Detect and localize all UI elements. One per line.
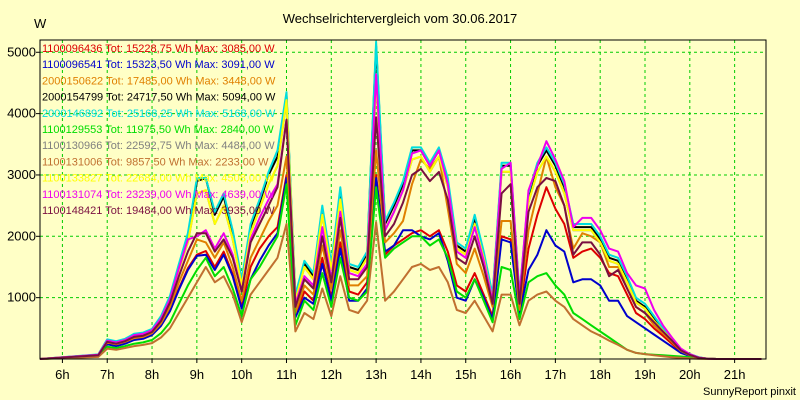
x-tick-label: 9h — [190, 367, 204, 382]
x-tick-label: 19h — [634, 367, 656, 382]
legend-entry-11: 1100148421 Tot: 19484,00 Wh Max: 3935,00… — [42, 205, 275, 217]
y-tick-label: 1000 — [7, 290, 36, 305]
x-tick-label: 13h — [365, 367, 387, 382]
series-line-1 — [39, 174, 762, 360]
series-line-11 — [39, 116, 762, 360]
chart-title: Wechselrichtervergleich vom 30.06.2017 — [282, 11, 518, 26]
x-tick-label: 18h — [589, 367, 611, 382]
legend-entry-3: 2000150622 Tot: 17485,00 Wh Max: 3448,00… — [42, 75, 276, 87]
y-tick-label: 4000 — [7, 106, 36, 121]
series-line-5 — [39, 40, 762, 360]
legend-entry-6: 1100129553 Tot: 11975,50 Wh Max: 2840,00… — [42, 124, 274, 136]
x-tick-label: 17h — [545, 367, 567, 382]
x-tick-label: 12h — [320, 367, 342, 382]
x-tick-label: 7h — [100, 367, 114, 382]
x-tick-label: 14h — [410, 367, 432, 382]
legend-entry-7: 1100130966 Tot: 22592,75 Wh Max: 4484,00… — [42, 140, 275, 152]
series-line-8 — [39, 221, 762, 360]
legend-entry-2: 1100096541 Tot: 15323,50 Wh Max: 3091,00… — [42, 59, 275, 71]
legend-entry-8: 1100131006 Tot: 9857,50 Wh Max: 2233,00 … — [42, 156, 269, 168]
legend-entry-5: 2000146892 Tot: 25168,25 Wh Max: 5168,00… — [42, 108, 276, 120]
legend-entry-10: 1100131074 Tot: 23239,00 Wh Max: 4639,00… — [42, 189, 275, 201]
series-line-9 — [39, 81, 762, 360]
x-tick-label: 16h — [500, 367, 522, 382]
plot-frame — [39, 39, 767, 360]
legend-entry-9: 1100133827 Tot: 22684,00 Wh Max: 4508,00… — [42, 173, 275, 185]
y-tick-label: 3000 — [7, 167, 36, 182]
y-tick-label: 5000 — [7, 44, 36, 59]
legend-entry-1: 1100096436 Tot: 15228,75 Wh Max: 3085,00… — [42, 43, 275, 55]
y-tick-label: 2000 — [7, 228, 36, 243]
x-tick-label: 11h — [276, 367, 297, 382]
x-tick-label: 6h — [55, 367, 69, 382]
x-tick-label: 15h — [455, 367, 477, 382]
series-line-2 — [39, 177, 762, 360]
x-tick-label: 21h — [724, 367, 746, 382]
legend-entry-4: 2000154799 Tot: 24717,50 Wh Max: 5094,00… — [42, 92, 276, 104]
footer-credit: SunnyReport pinxit — [703, 386, 796, 398]
x-tick-label: 10h — [231, 367, 253, 382]
x-tick-label: 8h — [145, 367, 159, 382]
y-axis-unit-label: W — [34, 16, 47, 31]
x-tick-label: 20h — [679, 367, 701, 382]
